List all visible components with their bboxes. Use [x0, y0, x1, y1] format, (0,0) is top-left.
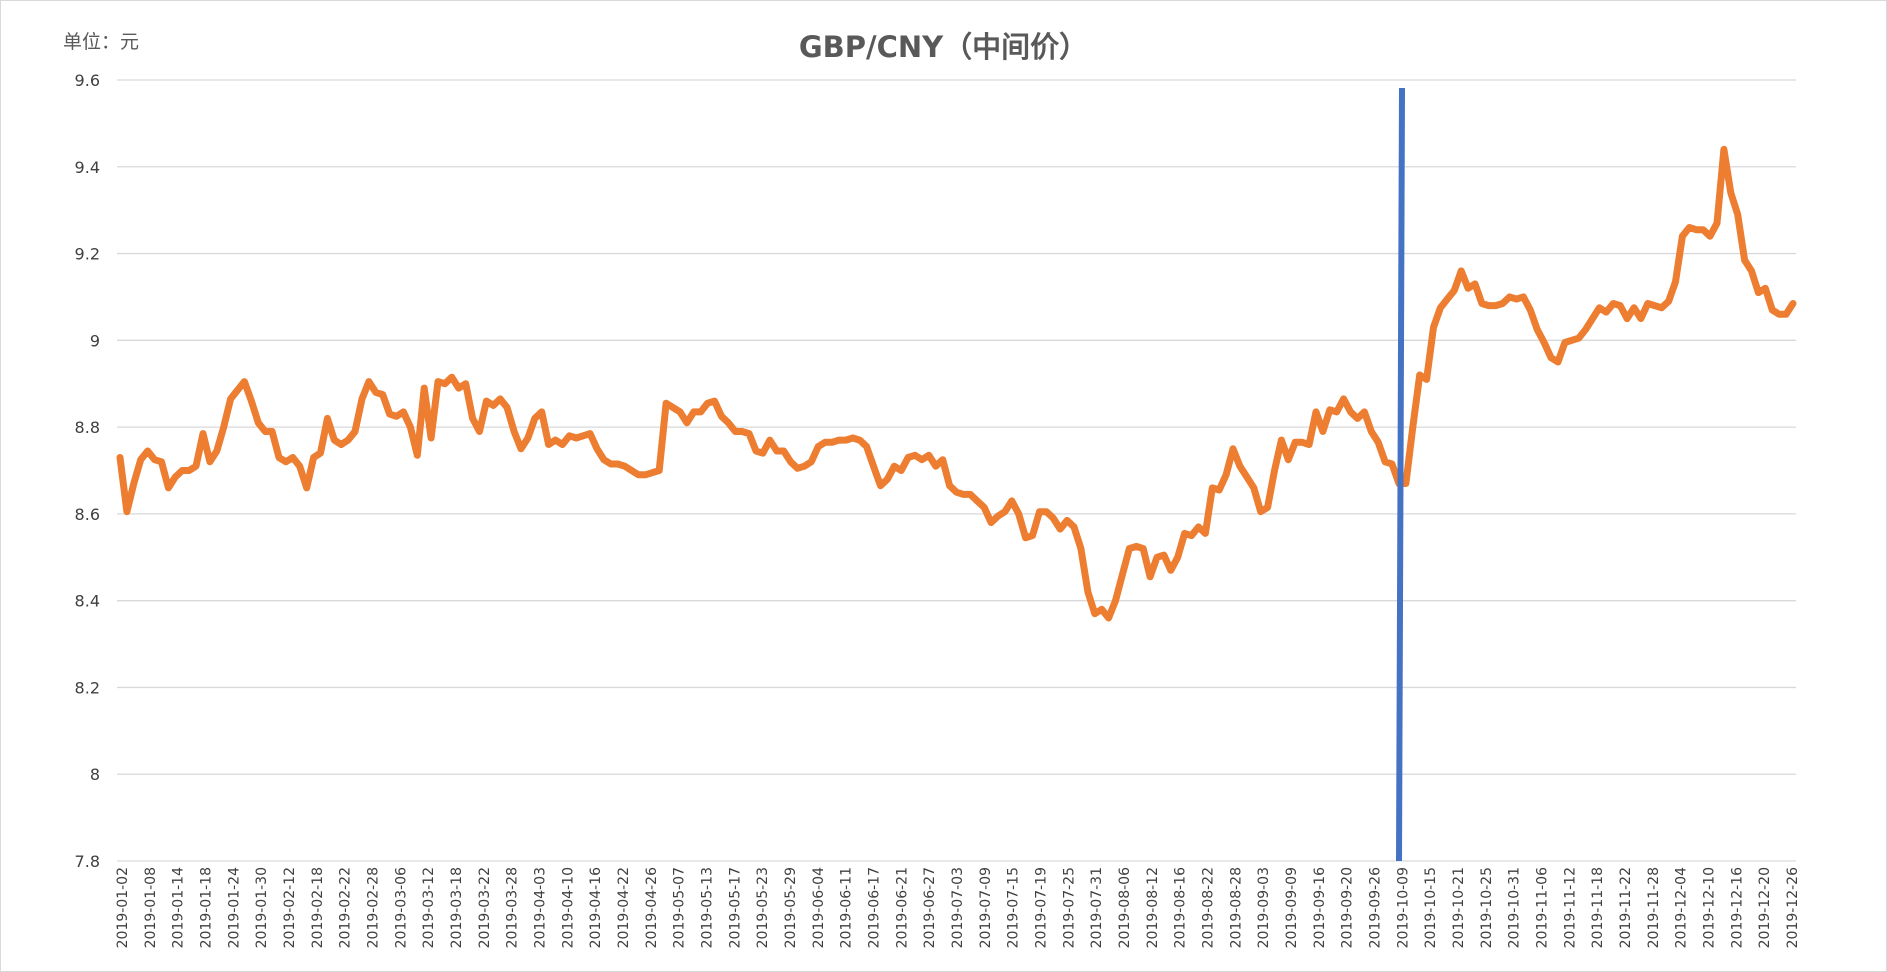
x-tick-label: 2019-03-28: [505, 867, 521, 948]
x-tick-label: 2019-06-17: [867, 867, 883, 948]
x-tick-label: 2019-04-22: [616, 867, 632, 948]
x-tick-label: 2019-05-23: [755, 867, 771, 948]
x-tick-label: 2019-08-22: [1201, 867, 1217, 948]
annotations: [1396, 87, 1405, 862]
x-tick-label: 2019-01-02: [115, 867, 131, 948]
x-tick-label: 2019-08-16: [1173, 867, 1189, 948]
x-tick-label: 2019-11-06: [1535, 867, 1551, 948]
x-tick-label: 2019-12-16: [1729, 867, 1745, 948]
x-tick-label: 2019-05-13: [700, 867, 716, 948]
x-tick-label: 2019-10-31: [1507, 867, 1523, 948]
y-tick-label: 8.6: [75, 505, 100, 524]
y-tick-label: 8: [90, 765, 100, 784]
x-tick-label: 2019-07-09: [978, 867, 994, 948]
x-tick-label: 2019-07-15: [1006, 867, 1022, 948]
x-tick-label: 2019-01-14: [171, 867, 187, 948]
x-tick-label: 2019-11-18: [1590, 867, 1606, 948]
y-tick-label: 8.4: [75, 592, 100, 611]
x-tick-label: 2019-10-21: [1451, 867, 1467, 948]
x-tick-label: 2019-08-28: [1228, 867, 1244, 948]
x-tick-label: 2019-11-12: [1562, 867, 1578, 948]
x-tick-label: 2019-11-22: [1618, 867, 1634, 948]
x-tick-label: 2019-09-16: [1312, 867, 1328, 948]
x-tick-label: 2019-03-06: [393, 867, 409, 948]
x-tick-label: 2019-06-11: [839, 867, 855, 948]
x-tick-label: 2019-10-15: [1423, 867, 1439, 948]
x-tick-label: 2019-11-28: [1646, 867, 1662, 948]
x-tick-label: 2019-02-28: [366, 867, 382, 948]
x-tick-label: 2019-12-20: [1757, 867, 1773, 948]
x-tick-label: 2019-09-26: [1368, 867, 1384, 948]
x-tick-label: 2019-09-09: [1284, 867, 1300, 948]
y-tick-label: 7.8: [75, 852, 100, 871]
x-tick-label: 2019-04-26: [644, 867, 660, 948]
x-tick-label: 2019-05-17: [727, 867, 743, 948]
x-tick-label: 2019-03-22: [477, 867, 493, 948]
x-tick-label: 2019-07-19: [1034, 867, 1050, 948]
x-tick-label: 2019-08-06: [1117, 867, 1133, 948]
x-tick-label: 2019-06-04: [811, 867, 827, 948]
x-tick-label: 2019-07-31: [1089, 867, 1105, 948]
x-tick-label: 2019-09-20: [1340, 867, 1356, 948]
x-tick-label: 2019-02-12: [282, 867, 298, 948]
chart-title: GBP/CNY（中间价）: [798, 30, 1089, 64]
y-tick-label: 9.6: [75, 71, 100, 90]
x-tick-label: 2019-06-27: [922, 867, 938, 948]
x-tick-label: 2019-08-12: [1145, 867, 1161, 948]
x-tick-label: 2019-05-07: [672, 867, 688, 948]
x-tick-label: 2019-09-03: [1256, 867, 1272, 948]
x-tick-label: 2019-12-04: [1674, 867, 1690, 948]
y-tick-label: 8.8: [75, 418, 100, 437]
y-axis-ticks: 7.8 8 8.2 8.4 8.6 8.8 9 9.2 9.4 9.6: [75, 71, 100, 871]
x-tick-label: 2019-05-29: [783, 867, 799, 948]
marker-vertical-line: [1396, 87, 1405, 862]
y-tick-label: 9.2: [75, 245, 100, 264]
x-tick-label: 2019-01-18: [199, 867, 215, 948]
y-tick-label: 9.4: [75, 158, 100, 177]
x-tick-label: 2019-12-10: [1702, 867, 1718, 948]
series-group: [116, 145, 1797, 622]
x-axis-ticks: 2019-01-02 2019-01-08 2019-01-14 2019-01-18…: [115, 867, 1801, 948]
x-tick-label: 2019-02-18: [310, 867, 326, 948]
x-tick-label: 2019-04-10: [560, 867, 576, 948]
x-tick-label: 2019-04-03: [533, 867, 549, 948]
x-tick-label: 2019-04-16: [588, 867, 604, 948]
x-tick-label: 2019-01-08: [143, 867, 159, 948]
unit-label: 单位：元: [63, 31, 140, 53]
x-tick-label: 2019-10-09: [1395, 867, 1411, 948]
x-tick-label: 2019-12-26: [1785, 867, 1801, 948]
x-tick-label: 2019-03-12: [421, 867, 437, 948]
x-tick-label: 2019-10-25: [1479, 867, 1495, 948]
x-tick-label: 2019-03-18: [449, 867, 465, 948]
x-tick-label: 2019-06-21: [894, 867, 910, 948]
y-tick-label: 8.2: [75, 678, 100, 697]
x-tick-label: 2019-02-22: [338, 867, 354, 948]
x-tick-label: 2019-07-03: [950, 867, 966, 948]
y-tick-label: 9: [90, 331, 100, 350]
x-tick-label: 2019-01-24: [226, 867, 242, 948]
x-tick-label: 2019-07-25: [1061, 867, 1077, 948]
gridlines: [117, 79, 1796, 862]
series-line-0: [116, 145, 1797, 622]
x-tick-label: 2019-01-30: [254, 867, 270, 948]
